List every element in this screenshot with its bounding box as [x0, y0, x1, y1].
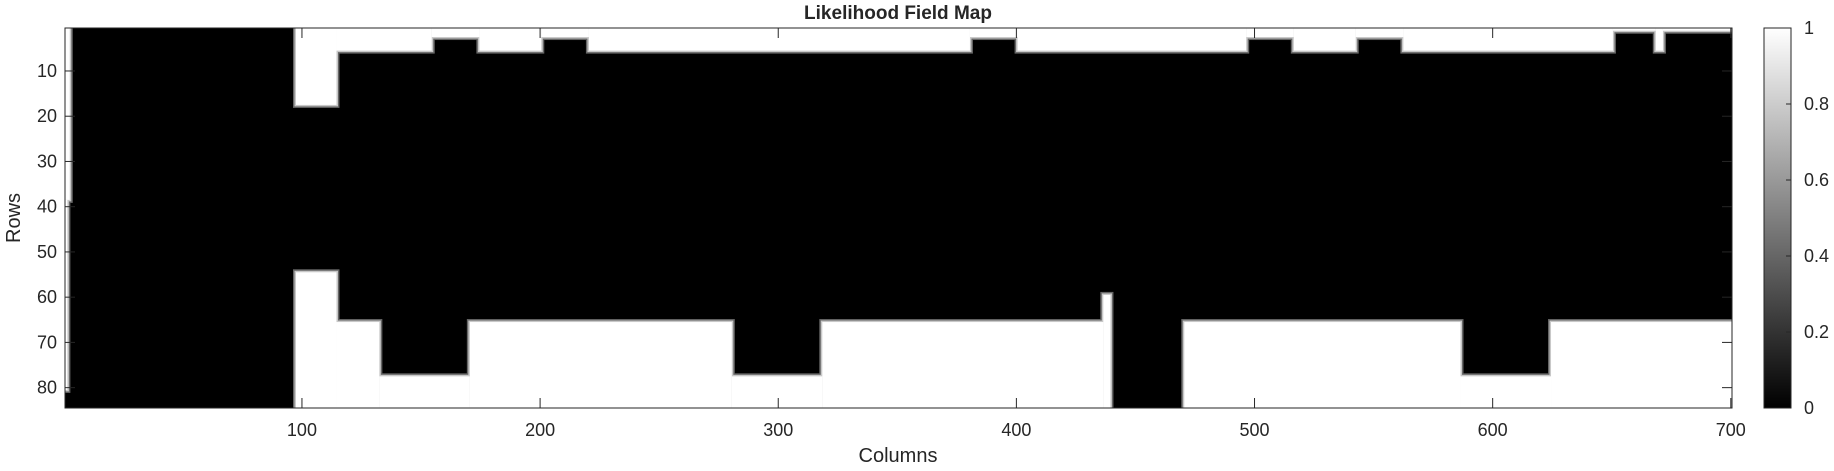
- heatmap-cell-high: [588, 28, 970, 51]
- colorbar-tick-label: 0.4: [1804, 246, 1829, 266]
- chart-title: Likelihood Field Map: [804, 3, 992, 24]
- y-tick-label: 10: [37, 61, 57, 81]
- heatmap-cell-high: [295, 272, 337, 408]
- x-tick-label: 100: [287, 420, 317, 440]
- colorbar-tick-label: 0: [1804, 398, 1814, 418]
- x-tick-label: 400: [1001, 420, 1031, 440]
- heatmap-cell-high: [469, 322, 732, 408]
- colorbar-gradient: [1763, 27, 1792, 409]
- x-tick-label: 700: [1716, 420, 1746, 440]
- heatmap-cell-high: [479, 28, 542, 51]
- y-tick-label: 80: [37, 378, 57, 398]
- heatmap-cell-high: [1655, 28, 1663, 51]
- heatmap-cell-high: [1551, 322, 1732, 408]
- y-tick-label: 50: [37, 242, 57, 262]
- y-tick-label: 20: [37, 106, 57, 126]
- y-tick-label: 70: [37, 332, 57, 352]
- heatmap-cell-high: [295, 28, 337, 105]
- x-tick-label: 300: [763, 420, 793, 440]
- heatmap-cell-high: [822, 322, 1104, 408]
- heatmap-cell-high: [1612, 28, 1656, 31]
- colorbar-tick-label: 0.6: [1804, 170, 1829, 190]
- heatmap-cell-high: [65, 28, 70, 200]
- heatmap-cell-high: [541, 28, 589, 38]
- heatmap-plot-area: [64, 27, 1733, 409]
- plot-frame: [64, 27, 1733, 409]
- y-axis-label: Rows: [3, 193, 25, 243]
- x-tick-label: 200: [525, 420, 555, 440]
- heatmap-cell-high: [1460, 376, 1552, 408]
- heatmap-cell-high: [1293, 28, 1356, 51]
- heatmap-cell-high: [731, 376, 823, 408]
- heatmap-cell-high: [1103, 294, 1111, 408]
- colorbar-tick-label: 0.2: [1804, 322, 1829, 342]
- heatmap-cell-high: [1017, 28, 1247, 51]
- x-tick-label: 500: [1240, 420, 1270, 440]
- heatmap-cell-high: [1403, 28, 1613, 51]
- colorbar-ticks: 0 0.2 0.4 0.6 0.8 1: [1786, 18, 1829, 418]
- x-tick-label: 600: [1478, 420, 1508, 440]
- colorbar-tick-label: 0.8: [1804, 94, 1829, 114]
- heatmap-cell-high: [336, 28, 432, 51]
- x-axis-label: Columns: [859, 445, 938, 467]
- heatmap-cell-high: [379, 376, 470, 408]
- colorbar-tick-label: 1: [1804, 18, 1814, 38]
- y-tick-label: 40: [37, 197, 57, 217]
- heatmap-cell-high: [65, 199, 68, 390]
- y-axis-ticks: 10 20 30 40 50 60 70 80: [37, 61, 1732, 398]
- heatmap-cell-high: [969, 28, 1018, 38]
- heatmap-cell-high: [431, 28, 480, 38]
- heatmap-cell-high: [1662, 28, 1732, 31]
- y-tick-label: 60: [37, 287, 57, 307]
- heatmap-cells: [65, 28, 1732, 408]
- heatmap-cell-high: [1184, 322, 1461, 408]
- heatmap-cell-high: [336, 322, 380, 408]
- x-axis-ticks: 100 200 300 400 500 600 700: [287, 28, 1746, 440]
- y-tick-label: 30: [37, 151, 57, 171]
- heatmap-cell-high: [1355, 28, 1404, 38]
- colorbar: 0 0.2 0.4 0.6 0.8 1: [1763, 18, 1829, 418]
- heatmap-cell-high: [1246, 28, 1294, 38]
